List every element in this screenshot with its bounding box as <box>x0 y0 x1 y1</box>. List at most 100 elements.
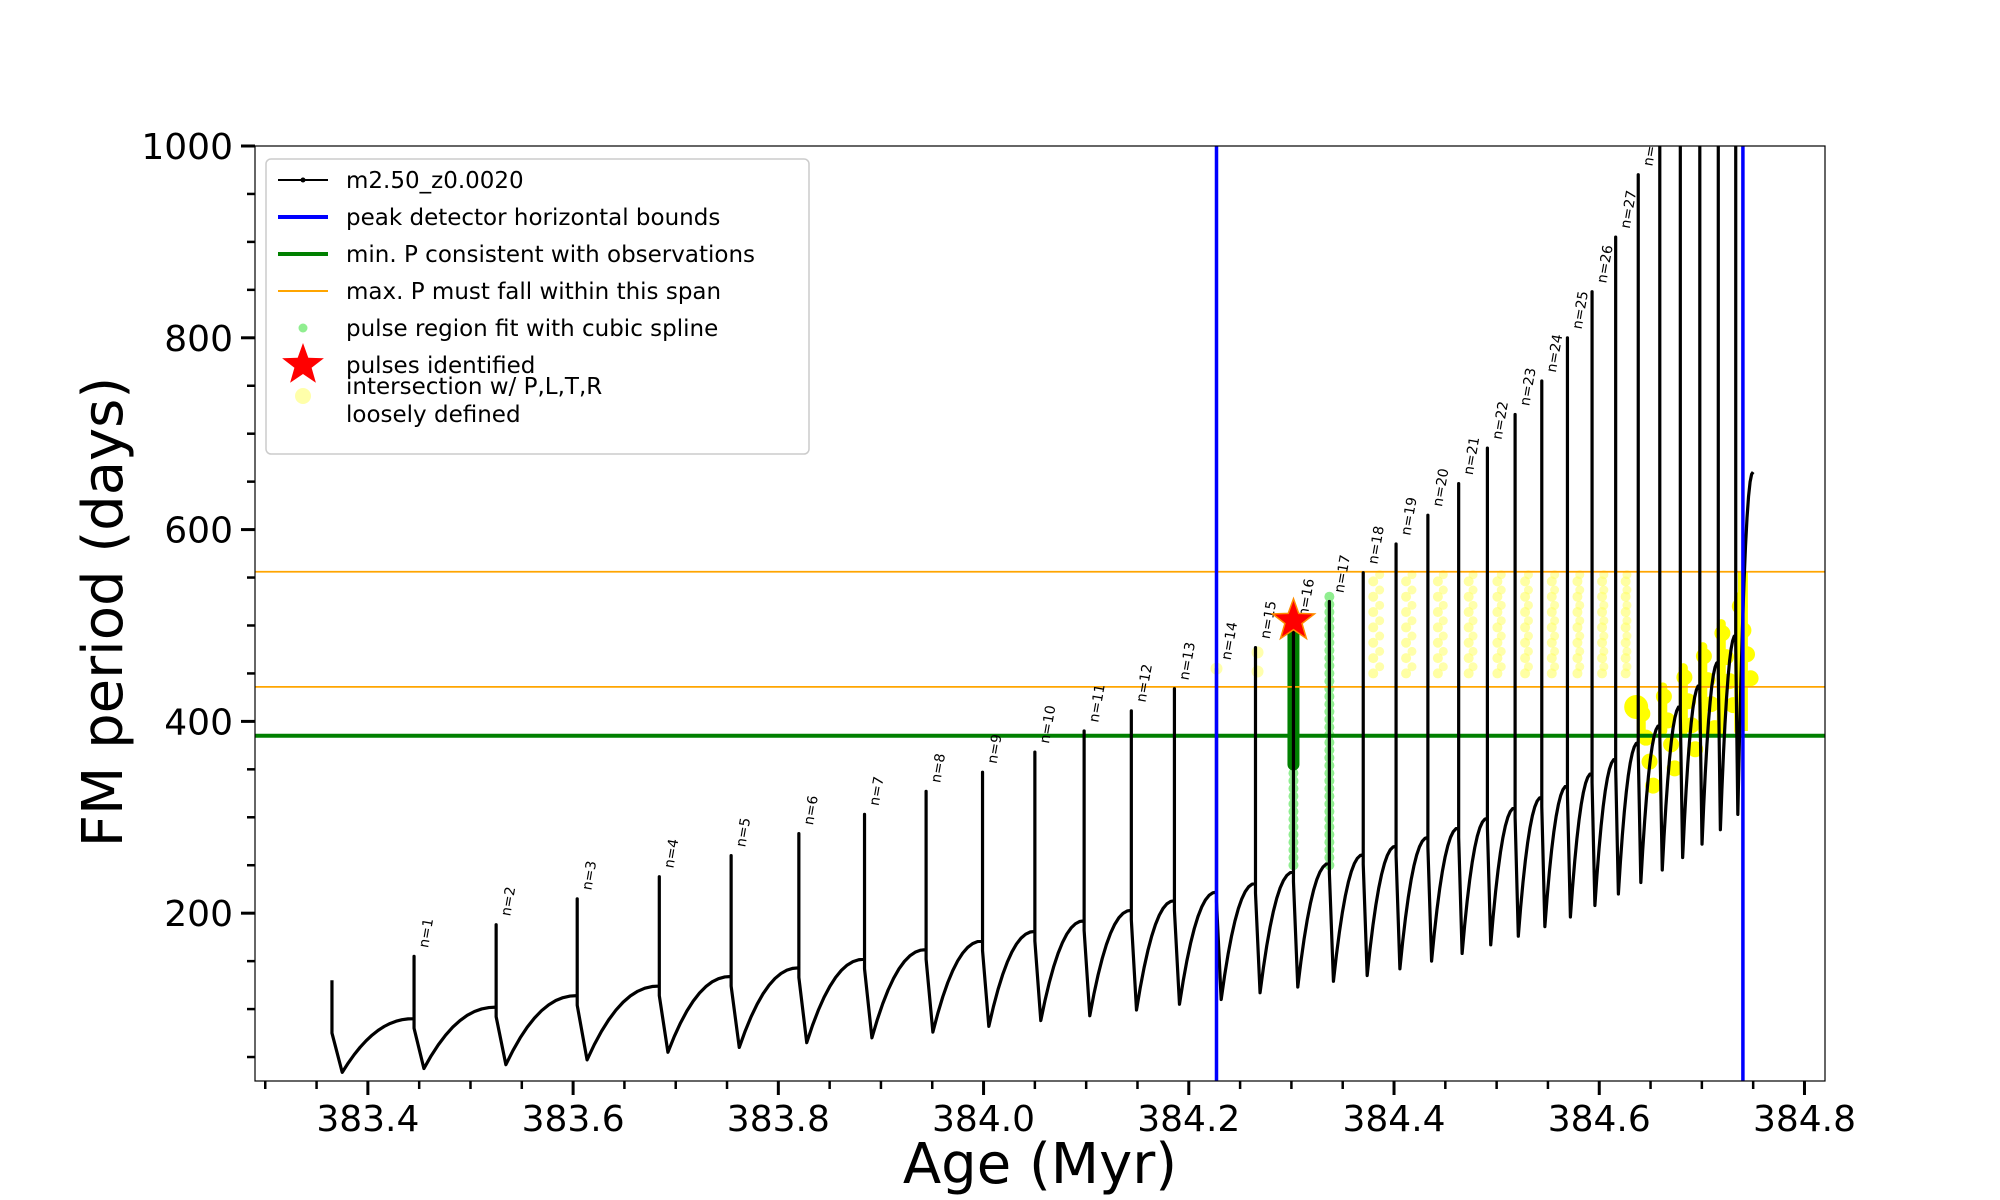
plot-frame <box>254 145 1826 1082</box>
loose-intersection-point <box>1368 607 1379 618</box>
pulse-number-label: n=16 <box>1296 577 1318 618</box>
loose-intersection-point <box>1622 631 1632 641</box>
loose-intersection-point <box>1622 600 1632 610</box>
loose-intersection-point <box>1599 631 1609 641</box>
loose-intersection-point <box>1523 646 1533 656</box>
loose-intersection-point <box>1550 616 1560 626</box>
loose-intersection-point <box>1375 662 1385 672</box>
pulse-number-label: n=9 <box>985 733 1006 765</box>
loose-intersection-point <box>1432 668 1443 679</box>
loose-intersection-point <box>1463 668 1474 679</box>
loose-intersection-point <box>1468 585 1478 595</box>
loose-intersection-point <box>1407 585 1417 595</box>
loose-intersection-point <box>1438 585 1448 595</box>
loose-intersection-point <box>1432 576 1443 587</box>
loose-intersection-point <box>1599 646 1609 656</box>
loose-intersection-point <box>1721 673 1738 690</box>
pulse-number-label: n=5 <box>733 816 754 848</box>
loose-intersection-point <box>1575 616 1585 626</box>
loose-intersection-point <box>1599 662 1609 672</box>
y-tick-label: 200 <box>164 894 233 935</box>
legend-label: max. P must fall within this span <box>346 279 721 305</box>
loose-intersection-point <box>1401 576 1412 587</box>
pulse-number-label: n=25 <box>1570 290 1592 331</box>
loose-intersection-point <box>1407 600 1417 610</box>
pulse-number-label: n=23 <box>1517 367 1539 408</box>
loose-intersection-point <box>1368 668 1379 679</box>
legend-label: peak detector horizontal bounds <box>346 205 720 231</box>
loose-intersection-point <box>1463 591 1474 602</box>
loose-intersection-point <box>1375 585 1385 595</box>
legend-box <box>265 158 810 455</box>
pulse-number-label: n=18 <box>1365 525 1387 566</box>
loose-intersection-point <box>1575 631 1585 641</box>
loose-intersection-point <box>1550 585 1560 595</box>
loose-intersection-point <box>1496 646 1506 656</box>
loose-intersection-point <box>1401 591 1412 602</box>
loose-intersection-point <box>1438 662 1448 672</box>
loose-intersection-point <box>1368 653 1379 664</box>
x-axis-label: Age (Myr) <box>903 1132 1177 1197</box>
spline-fit-point <box>1324 591 1335 602</box>
loose-intersection-point <box>1463 622 1474 633</box>
loose-intersection-point <box>1523 616 1533 626</box>
pulse-number-label: n=22 <box>1490 400 1512 441</box>
loose-intersection-point <box>1575 662 1585 672</box>
legend-label: intersection w/ P,L,T,R <box>346 374 602 400</box>
loose-intersection-point <box>1550 600 1560 610</box>
loose-intersection-point <box>1463 637 1474 648</box>
loose-intersection-point <box>1622 616 1632 626</box>
pulse-number-label: n=27 <box>1618 189 1640 230</box>
legend-track-dot <box>300 177 306 183</box>
pulse-number-label: n=4 <box>661 838 682 870</box>
loose-intersection-point <box>1251 646 1264 659</box>
pulse-number-label: n=1 <box>416 917 437 949</box>
loose-intersection-point <box>1468 646 1478 656</box>
loose-intersection-point <box>1375 600 1385 610</box>
plot-content: n=1 n=2 n=3 n=4 n=5 n=6 n=7 n=8 n=9 n=10 n=11 n=12 n… <box>255 146 1825 1081</box>
loose-intersection-point <box>1375 631 1385 641</box>
loose-intersection-point <box>1401 637 1412 648</box>
loose-intersection-point <box>1463 653 1474 664</box>
y-tick-label: 800 <box>164 319 233 360</box>
loose-intersection-point <box>1496 662 1506 672</box>
x-tick-label: 384.8 <box>1753 1099 1856 1140</box>
x-tick-label: 384.6 <box>1548 1099 1651 1140</box>
loose-intersection-point <box>1622 585 1632 595</box>
loose-intersection-point <box>1523 585 1533 595</box>
loose-intersection-point <box>1438 631 1448 641</box>
loose-intersection-point <box>1368 637 1379 648</box>
pulse-number-label: n=3 <box>579 860 600 892</box>
legend-star-icon <box>282 343 324 383</box>
loose-intersection-point <box>1438 600 1448 610</box>
loose-intersection-point <box>1659 712 1676 729</box>
loose-intersection-point <box>1666 760 1683 777</box>
x-tick-label: 384.4 <box>1342 1099 1445 1140</box>
pulse-number-label: n=6 <box>801 794 822 826</box>
loose-intersection-point <box>1407 616 1417 626</box>
loose-intersection-point <box>1622 662 1632 672</box>
x-tick-label: 384.2 <box>1137 1099 1240 1140</box>
pulse-number-label: n=2 <box>498 886 519 918</box>
legend-label: m2.50_z0.0020 <box>346 168 524 194</box>
loose-intersection-point <box>1599 600 1609 610</box>
loose-intersection-point <box>1368 576 1379 587</box>
x-tick-label: 384.0 <box>932 1099 1035 1140</box>
loose-intersection-point <box>1624 695 1649 719</box>
loose-intersection-point <box>1496 585 1506 595</box>
legend-label-line2: loosely defined <box>346 402 521 428</box>
loose-intersection-point <box>1438 646 1448 656</box>
loose-intersection-point <box>1550 646 1560 656</box>
pulse-number-label: n=21 <box>1461 436 1483 477</box>
y-tick-label: 1000 <box>141 127 233 168</box>
pulse-number-label: n=19 <box>1398 496 1420 537</box>
pulse-number-label: n=14 <box>1219 621 1241 662</box>
pulse-number-label: n=17 <box>1332 554 1354 595</box>
loose-intersection-point <box>1432 653 1443 664</box>
loose-intersection-point <box>1468 600 1478 610</box>
loose-intersection-point <box>1432 622 1443 633</box>
x-tick-label: 383.6 <box>522 1099 625 1140</box>
legend-label: pulse region fit with cubic spline <box>346 316 718 342</box>
